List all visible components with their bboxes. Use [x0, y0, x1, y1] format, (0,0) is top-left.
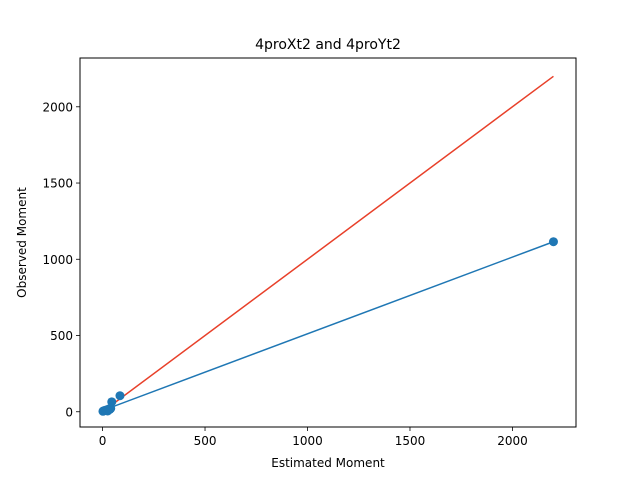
- chart-title: 4proXt2 and 4proYt2: [255, 37, 401, 53]
- fit-line: [102, 241, 554, 412]
- y-tick-label: 500: [50, 329, 73, 343]
- identity-line: [102, 75, 554, 413]
- y-tick-label: 2000: [42, 100, 73, 114]
- data-point: [115, 391, 125, 401]
- y-tick-label: 0: [65, 405, 73, 419]
- x-tick-label: 500: [194, 434, 217, 448]
- x-tick-label: 2000: [497, 434, 528, 448]
- x-tick-label: 0: [99, 434, 107, 448]
- plot-content: [98, 75, 558, 416]
- y-axis-ticks: 0 500 1000 1500 2000: [42, 100, 80, 419]
- data-point: [107, 397, 117, 407]
- y-axis-label: Observed Moment: [15, 187, 29, 298]
- x-tick-label: 1000: [292, 434, 323, 448]
- x-axis-label: Estimated Moment: [271, 456, 385, 470]
- data-point: [548, 237, 558, 247]
- x-axis-ticks: 0 500 1000 1500 2000: [99, 427, 528, 448]
- axes-frame: [79, 57, 577, 428]
- x-tick-label: 1500: [395, 434, 426, 448]
- y-tick-label: 1000: [42, 253, 73, 267]
- y-tick-label: 1500: [42, 177, 73, 191]
